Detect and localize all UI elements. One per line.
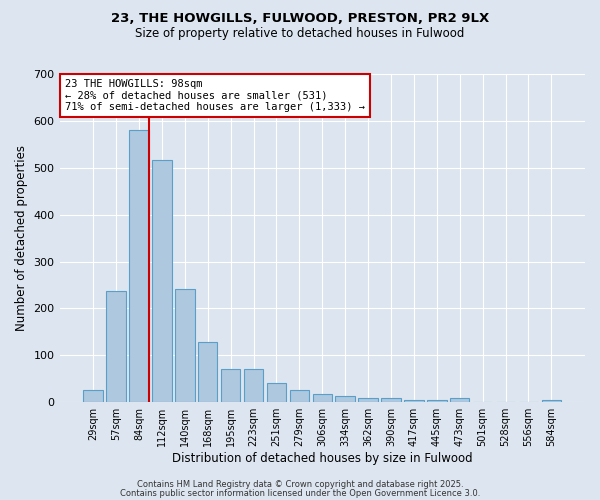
- Bar: [335, 396, 355, 402]
- Bar: [267, 384, 286, 402]
- Bar: [152, 160, 172, 402]
- Bar: [198, 342, 217, 402]
- Text: Contains HM Land Registry data © Crown copyright and database right 2025.: Contains HM Land Registry data © Crown c…: [137, 480, 463, 489]
- Text: 23, THE HOWGILLS, FULWOOD, PRESTON, PR2 9LX: 23, THE HOWGILLS, FULWOOD, PRESTON, PR2 …: [111, 12, 489, 26]
- Bar: [404, 400, 424, 402]
- Bar: [313, 394, 332, 402]
- Y-axis label: Number of detached properties: Number of detached properties: [15, 145, 28, 331]
- X-axis label: Distribution of detached houses by size in Fulwood: Distribution of detached houses by size …: [172, 452, 473, 465]
- Text: Contains public sector information licensed under the Open Government Licence 3.: Contains public sector information licen…: [120, 489, 480, 498]
- Bar: [427, 400, 446, 402]
- Bar: [542, 400, 561, 402]
- Bar: [450, 398, 469, 402]
- Bar: [129, 130, 149, 402]
- Bar: [175, 288, 194, 402]
- Bar: [106, 291, 126, 402]
- Bar: [244, 370, 263, 402]
- Bar: [290, 390, 309, 402]
- Bar: [358, 398, 378, 402]
- Bar: [83, 390, 103, 402]
- Text: Size of property relative to detached houses in Fulwood: Size of property relative to detached ho…: [136, 28, 464, 40]
- Bar: [221, 370, 241, 402]
- Bar: [381, 398, 401, 402]
- Text: 23 THE HOWGILLS: 98sqm
← 28% of detached houses are smaller (531)
71% of semi-de: 23 THE HOWGILLS: 98sqm ← 28% of detached…: [65, 79, 365, 112]
